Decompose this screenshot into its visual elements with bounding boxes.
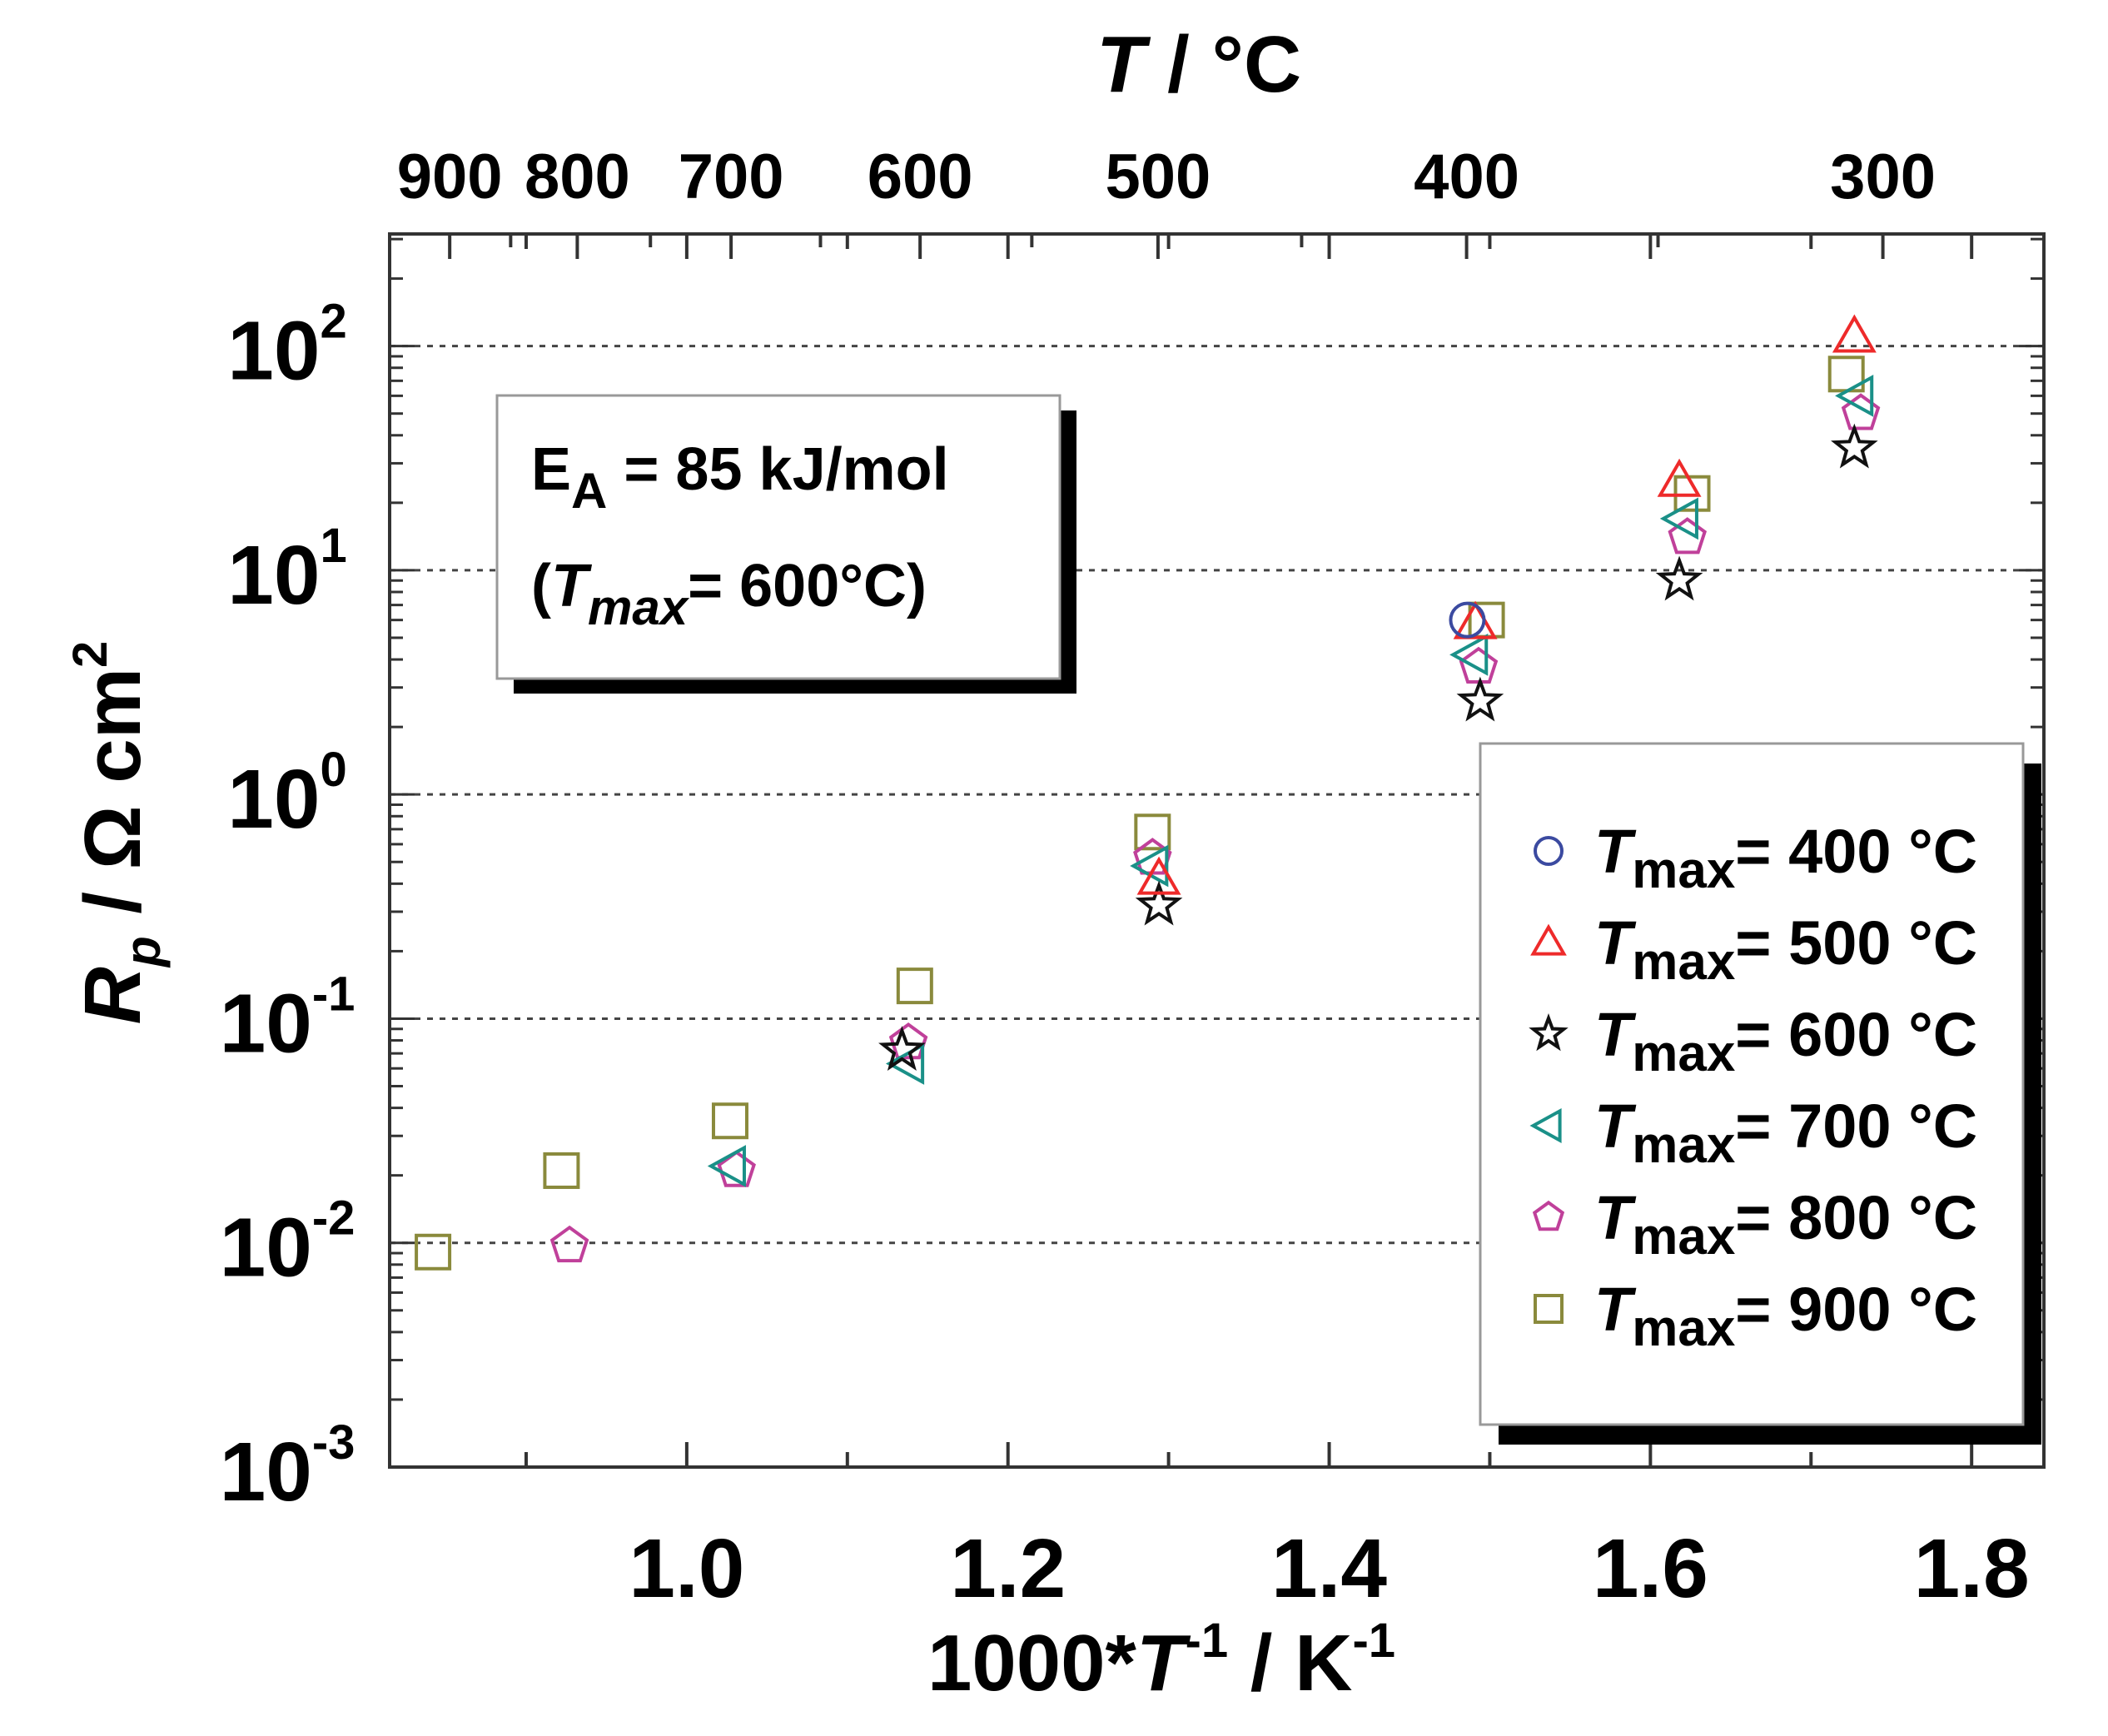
- data-point: [1655, 555, 1703, 601]
- y-tick-label: 102: [227, 295, 347, 398]
- data-point: [1841, 393, 1881, 430]
- data-point: [1832, 314, 1877, 353]
- legend-label: Tmax= 400 °C: [1594, 817, 1977, 899]
- x-tick-label: 1.6: [1593, 1522, 1708, 1615]
- data-point: [549, 1225, 589, 1263]
- tmax-annotation-text: (Tmax= 600°C): [531, 553, 927, 635]
- data-point: [885, 1042, 925, 1085]
- top-tick-label: 700: [679, 142, 784, 212]
- data-point: [888, 1022, 928, 1060]
- x-tick-label: 1.8: [1914, 1522, 2030, 1615]
- legend-marker: [1532, 1200, 1565, 1231]
- data-point: [1831, 423, 1878, 469]
- legend-marker: [1529, 1108, 1562, 1143]
- data-point: [896, 967, 933, 1005]
- x-tick-label: 1.2: [950, 1522, 1066, 1615]
- data-point: [1136, 856, 1181, 895]
- legend-label: Tmax= 700 °C: [1594, 1092, 1977, 1174]
- data-point: [717, 1150, 756, 1187]
- y-axis-ticks: 10-3 10-2 10-1 100 101 102: [220, 237, 2044, 1519]
- top-tick-label: 600: [868, 142, 973, 212]
- x-axis-title: 1000*T-1 / K-1: [927, 1614, 1395, 1708]
- x-tick-label: 1.4: [1271, 1522, 1387, 1615]
- data-point: [1657, 458, 1702, 497]
- data-point: [1673, 475, 1711, 512]
- legend-marker: [1530, 923, 1567, 956]
- legend-label: Tmax= 500 °C: [1594, 908, 1977, 991]
- data-point: [1449, 601, 1486, 639]
- y-tick-label: 100: [227, 743, 347, 846]
- y-tick-label: 10-2: [220, 1191, 355, 1295]
- annotation-box: EA = 85 kJ/mol (Tmax= 600°C): [495, 394, 1076, 694]
- top-tick-label: 900: [397, 142, 503, 212]
- legend-label: Tmax= 900 °C: [1594, 1275, 1977, 1357]
- data-point: [1456, 676, 1504, 722]
- y-tick-label: 10-3: [220, 1415, 355, 1519]
- legend-marker: [1529, 1013, 1569, 1052]
- top-tick-label: 500: [1106, 142, 1211, 212]
- data-point: [707, 1145, 746, 1187]
- data-point: [1668, 517, 1708, 555]
- top-axis-title: T / °C: [1096, 20, 1301, 109]
- top-tick-label: 400: [1414, 142, 1519, 212]
- y-axis-title: Rp / Ω cm2: [63, 641, 171, 1025]
- top-tick-label: 300: [1830, 142, 1936, 212]
- data-point: [1134, 813, 1171, 851]
- legend-label: Tmax= 600 °C: [1594, 1000, 1977, 1082]
- data-point: [1835, 374, 1874, 417]
- legend-marker: [1534, 836, 1564, 866]
- activation-energy-text: EA = 85 kJ/mol: [531, 436, 949, 519]
- y-tick-label: 101: [227, 519, 347, 622]
- x-axis-ticks: 1.0 1.2 1.4 1.6 1.8: [524, 234, 2030, 1615]
- top-tick-label: 800: [525, 142, 630, 212]
- x-tick-label: 1.0: [629, 1522, 744, 1615]
- top-axis-ticks: 900 800 700 600 500 400 300: [397, 142, 1936, 259]
- y-tick-label: 10-1: [220, 967, 355, 1070]
- data-points: [415, 314, 1881, 1271]
- data-point: [1135, 880, 1183, 926]
- data-point: [543, 1152, 580, 1189]
- legend-items: Tmax= 400 °C Tmax= 500 °C Tmax= 600 °C Tmax…: [1529, 817, 1977, 1357]
- data-point: [711, 1102, 748, 1140]
- data-point: [1659, 497, 1698, 540]
- data-point: [415, 1233, 452, 1271]
- legend-marker: [1534, 1294, 1564, 1324]
- legend: Tmax= 400 °C Tmax= 500 °C Tmax= 600 °C Tmax…: [1479, 742, 2041, 1445]
- plot-frame: [388, 232, 2046, 1469]
- legend-label: Tmax= 800 °C: [1594, 1183, 1977, 1266]
- data-point: [1449, 633, 1489, 676]
- data-point: [878, 1026, 926, 1071]
